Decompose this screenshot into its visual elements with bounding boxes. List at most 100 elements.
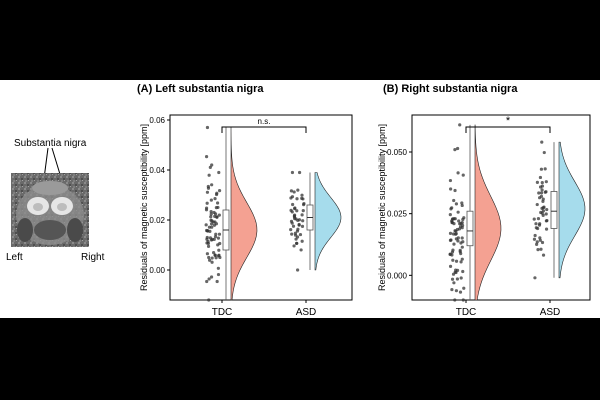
data-point	[542, 205, 546, 209]
data-point	[291, 224, 296, 228]
data-point	[205, 235, 209, 240]
data-point	[208, 236, 213, 240]
data-point	[206, 244, 211, 248]
data-point	[542, 150, 546, 155]
data-point	[289, 196, 293, 200]
data-point	[216, 201, 220, 205]
right-label: Right	[81, 252, 105, 263]
substantia-nigra-label: Substantia nigra	[14, 138, 87, 149]
data-point	[450, 206, 454, 210]
data-point	[543, 167, 547, 171]
data-point	[454, 259, 459, 263]
data-point	[544, 180, 548, 184]
data-point	[214, 192, 219, 197]
data-point	[292, 244, 296, 248]
data-point	[540, 188, 544, 192]
data-point	[296, 188, 300, 192]
data-point	[460, 245, 464, 249]
data-point	[537, 191, 541, 195]
data-point	[453, 298, 457, 302]
data-point	[538, 238, 542, 242]
left-label: Left	[6, 252, 23, 263]
data-point	[461, 217, 465, 222]
data-point	[213, 197, 217, 201]
data-point	[214, 222, 219, 226]
data-point	[216, 236, 221, 240]
data-point	[538, 196, 542, 200]
data-point	[459, 241, 463, 245]
data-point	[207, 225, 212, 229]
y-tick-label: 0.00	[149, 266, 165, 275]
data-point	[540, 140, 544, 144]
x-tick-label: TDC	[456, 307, 477, 318]
data-point	[206, 229, 210, 233]
data-point	[452, 242, 456, 246]
data-point	[212, 237, 216, 241]
data-point	[294, 217, 298, 221]
data-point	[454, 232, 458, 236]
data-point	[205, 190, 210, 194]
significance-label: n.s.	[258, 117, 271, 126]
data-point	[456, 171, 460, 175]
data-point	[454, 268, 458, 272]
plot-frame	[169, 114, 353, 301]
data-point	[450, 253, 454, 257]
data-point	[289, 189, 294, 193]
data-point	[213, 253, 217, 257]
violin-tdc	[474, 124, 502, 301]
box-tdc	[466, 210, 474, 247]
chart-title: (B) Right substantia nigra	[383, 83, 518, 95]
data-point	[295, 241, 299, 246]
data-point	[456, 239, 460, 243]
data-point	[540, 184, 545, 188]
data-point	[453, 229, 457, 233]
data-point	[217, 254, 221, 258]
data-point	[295, 235, 300, 239]
data-point	[214, 256, 218, 260]
data-point	[212, 210, 216, 215]
data-point	[538, 175, 543, 180]
y-axis-label: Residuals of magnetic susceptibility [pp…	[377, 124, 387, 291]
data-point	[545, 218, 549, 223]
data-point	[213, 235, 218, 239]
data-point	[535, 242, 539, 246]
data-point	[448, 231, 453, 236]
data-point	[205, 201, 209, 205]
data-point	[536, 226, 540, 231]
data-point	[216, 272, 221, 277]
data-point	[460, 203, 464, 208]
data-point	[448, 238, 453, 243]
data-point	[537, 223, 542, 227]
data-point	[545, 207, 549, 212]
data-point	[457, 219, 461, 223]
data-point	[448, 178, 453, 183]
data-point	[209, 215, 213, 219]
data-point	[454, 289, 459, 293]
data-point	[540, 240, 545, 245]
data-point	[204, 154, 209, 159]
data-point	[453, 188, 457, 193]
data-point	[216, 266, 220, 270]
data-point	[541, 253, 546, 257]
data-point	[455, 277, 460, 281]
data-point	[205, 279, 209, 284]
data-point	[535, 180, 539, 184]
data-point	[461, 269, 465, 274]
data-point	[297, 170, 302, 175]
data-point	[453, 148, 457, 152]
data-point	[450, 277, 455, 281]
data-point	[207, 255, 211, 260]
figure-canvas: Substantia nigra Left Right	[6, 83, 591, 318]
data-point	[210, 260, 214, 264]
y-tick-label: 0.06	[149, 116, 165, 125]
data-point	[452, 217, 456, 221]
data-point	[210, 163, 214, 167]
data-point	[456, 210, 460, 214]
data-point	[209, 275, 214, 279]
data-point	[302, 202, 306, 206]
data-point	[295, 197, 299, 201]
data-point	[213, 214, 217, 218]
data-point	[217, 189, 222, 193]
brain-mri-image	[11, 173, 89, 247]
data-point	[205, 125, 210, 130]
